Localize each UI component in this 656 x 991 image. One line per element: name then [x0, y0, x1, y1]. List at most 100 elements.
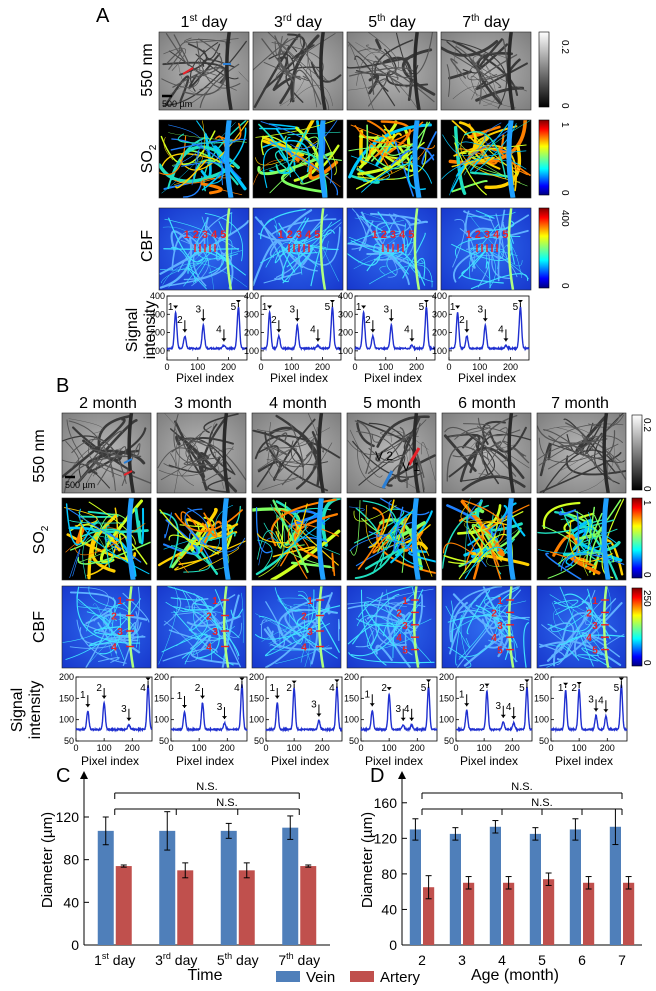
- vessel: [162, 226, 214, 290]
- vessel: [175, 159, 208, 189]
- vessel: [119, 533, 148, 565]
- vessel: [176, 633, 212, 662]
- cbf-vessel-number: 4: [491, 633, 497, 644]
- bar-artery-6: [623, 882, 635, 945]
- y-tick-label: 200: [249, 672, 264, 682]
- vessel: [368, 499, 395, 549]
- peak-arrowhead: [386, 687, 392, 691]
- significance-label-1: N.S.: [511, 781, 532, 793]
- peak-label: 3: [290, 304, 296, 315]
- vessel: [369, 264, 433, 288]
- vessel: [483, 63, 496, 106]
- peak-arrowhead: [145, 677, 151, 681]
- vessel: [78, 512, 106, 550]
- panel-b-xlabel-4: Pixel index: [365, 754, 423, 768]
- panel-b-tile-r2-c5: [441, 497, 532, 581]
- vessel: [71, 438, 127, 484]
- vessel: [305, 41, 318, 108]
- vessel: [558, 509, 577, 516]
- vessel: [174, 173, 228, 184]
- vessel: [260, 208, 306, 240]
- vessel: [167, 586, 203, 601]
- panel-b-xlabel-1: Pixel index: [81, 754, 139, 768]
- vessel: [542, 501, 581, 530]
- x-tick-label: 100: [572, 743, 587, 753]
- peak-arrowhead: [603, 709, 609, 713]
- vessel: [308, 413, 324, 453]
- vessel: [365, 504, 424, 549]
- x-tick-label: 200: [600, 743, 615, 753]
- panel-a-row-550nm: 550 nm: [139, 43, 156, 96]
- vessel: [285, 209, 313, 245]
- large-vein: [319, 208, 327, 290]
- vessel: [539, 641, 566, 657]
- peak-arrowhead: [329, 299, 335, 303]
- y-tick-label: 300: [432, 309, 447, 319]
- vessel: [201, 512, 218, 538]
- x-tick-label: 0: [164, 362, 169, 372]
- vessel: [452, 593, 498, 630]
- colorbar-550nm-b-top: 0.2: [641, 418, 652, 432]
- vessel: [253, 159, 341, 187]
- bar-vein-5: [569, 829, 581, 945]
- vessel: [489, 251, 497, 289]
- peak-arrowhead: [464, 329, 470, 333]
- colorbar-cbf-a-top: 400: [559, 210, 570, 227]
- vessel: [360, 589, 387, 666]
- x-tick-label: 3rd day: [155, 951, 197, 968]
- cbf-vessel-number: 1: [402, 596, 408, 607]
- y-tick-label: 200: [154, 672, 169, 682]
- vessel: [377, 121, 431, 156]
- peak-label: 2: [96, 683, 102, 694]
- vessel: [469, 254, 518, 278]
- vessel: [62, 418, 126, 478]
- vessel: [201, 417, 227, 478]
- bar-artery-1: [115, 866, 132, 945]
- x-tick-label: 200: [315, 743, 330, 753]
- y-tick-label: 200: [344, 672, 359, 682]
- bar-vein-1: [97, 830, 114, 945]
- vessel: [110, 602, 129, 637]
- bar-vein-2: [449, 833, 461, 945]
- peak-arrowhead: [576, 681, 582, 685]
- colorbar-550nm-a-bottom: 0: [559, 103, 570, 109]
- vessel: [347, 623, 380, 649]
- peak-label: 4: [216, 324, 222, 335]
- vessel: [207, 245, 246, 276]
- vessel: [553, 608, 575, 657]
- vessel: [74, 456, 99, 486]
- vessel: [69, 519, 83, 532]
- vessel: [170, 138, 233, 151]
- large-vein: [317, 586, 325, 668]
- vessel: [265, 241, 303, 275]
- vessel: [461, 268, 504, 284]
- cbf-vessel-number: 2: [396, 608, 402, 619]
- vessel: [282, 629, 309, 634]
- panel-a-tile-r3-c2: 1 2 3 4 5: [252, 207, 344, 291]
- panel-b-profile-1: 0 100 200 50 100 150 200 12 3 4: [59, 672, 153, 753]
- tile-border: [156, 412, 247, 494]
- peak-arrowhead: [618, 677, 624, 681]
- x-tick-label: 0: [263, 743, 268, 753]
- vessel: [78, 463, 111, 489]
- vessel: [290, 120, 338, 149]
- x-tick-label: 200: [315, 362, 330, 372]
- x-tick-label: 7: [618, 952, 626, 968]
- vessel: [66, 507, 116, 539]
- panel-b-xlabels: Pixel index Pixel index Pixel index Pixe…: [81, 754, 613, 768]
- bar-vein-4: [282, 827, 299, 945]
- vessel: [360, 211, 390, 234]
- panel-a-col-4: 7th day: [462, 13, 510, 31]
- vessel: [478, 473, 516, 485]
- tile-border: [158, 119, 250, 199]
- vessel: [269, 152, 317, 194]
- vessel: [277, 589, 315, 629]
- legend-label-artery: Artery: [380, 969, 421, 986]
- vessel: [308, 136, 319, 160]
- panel-b-tile-r1-c1: 500 µm: [61, 412, 152, 494]
- panel-b-col-6: 7 month: [551, 395, 609, 412]
- vessel: [359, 618, 413, 656]
- vessel: [85, 448, 122, 485]
- vessel: [258, 523, 284, 578]
